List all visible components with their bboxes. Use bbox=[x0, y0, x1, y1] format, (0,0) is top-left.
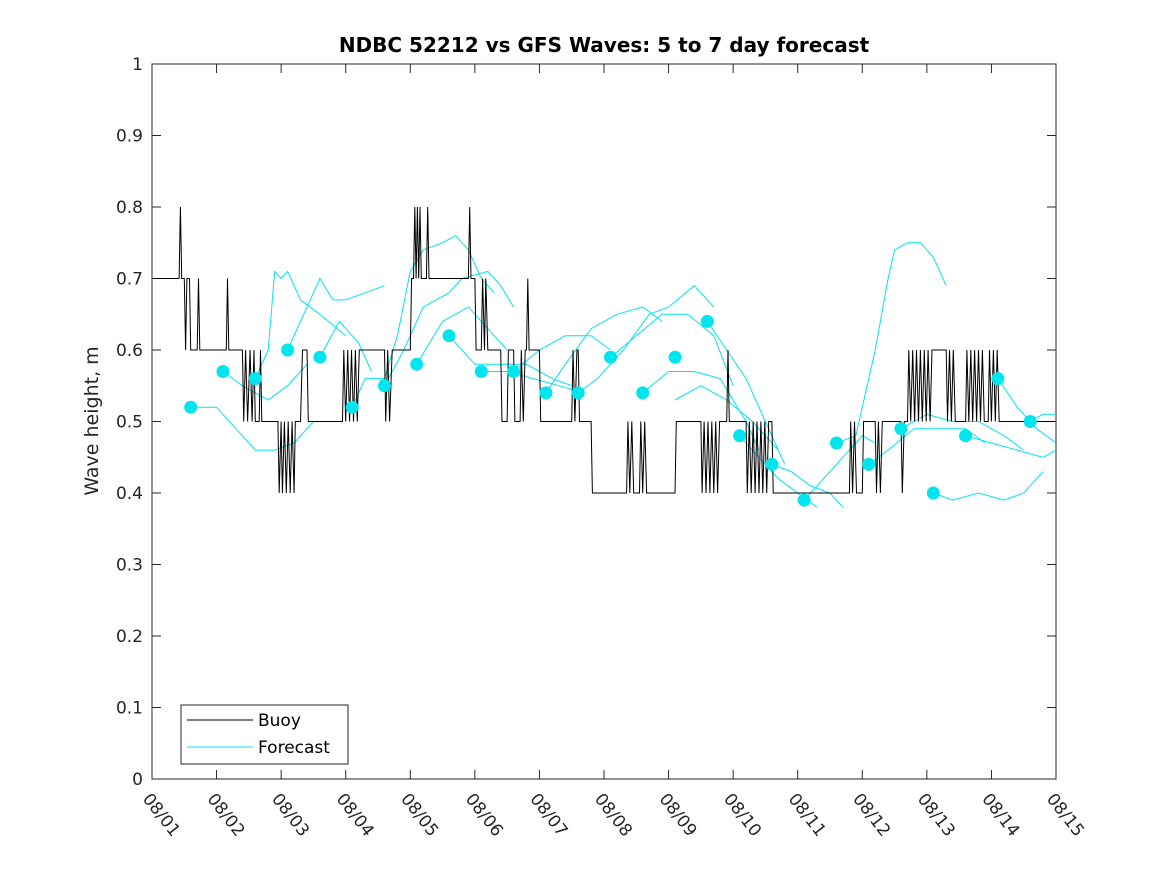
legend-forecast-label: Forecast bbox=[258, 738, 330, 758]
forecast-point bbox=[1023, 415, 1037, 428]
forecast-line bbox=[513, 335, 611, 372]
forecast-line bbox=[416, 306, 508, 365]
chart-title: NDBC 52212 vs GFS Waves: 5 to 7 day fore… bbox=[339, 33, 870, 57]
forecast-point bbox=[862, 457, 876, 471]
y-tick-label: 0.3 bbox=[116, 556, 143, 576]
forecast-point bbox=[959, 429, 973, 443]
forecast-line bbox=[803, 435, 876, 501]
legend-box bbox=[180, 704, 349, 765]
forecast-point bbox=[700, 314, 714, 328]
forecast-point bbox=[507, 365, 521, 378]
y-tick-label: 0.7 bbox=[116, 270, 143, 290]
forecast-line bbox=[254, 270, 347, 379]
y-axis: 0 0.1 0.2 0.3 0.4 0.5 0.6 0.7 0.8 0.9 1 bbox=[116, 55, 1056, 790]
forecast-line bbox=[545, 306, 663, 394]
forecast-line bbox=[771, 463, 844, 508]
forecast-point bbox=[184, 400, 198, 414]
forecast-point bbox=[313, 350, 327, 364]
forecast-point bbox=[281, 343, 295, 357]
forecast-point bbox=[442, 329, 456, 343]
forecast-line bbox=[222, 363, 308, 401]
y-tick-label: 0.8 bbox=[116, 198, 143, 218]
forecast-line bbox=[481, 371, 585, 394]
buoy-line bbox=[152, 206, 1056, 494]
forecast-point bbox=[248, 372, 262, 386]
forecast-point bbox=[765, 457, 779, 471]
y-tick-label: 0.2 bbox=[116, 627, 143, 647]
y-tick-label: 0.5 bbox=[116, 413, 143, 433]
y-tick-label: 0.1 bbox=[116, 699, 143, 719]
forecast-point bbox=[797, 493, 811, 507]
forecast-point bbox=[378, 379, 391, 393]
forecast-line bbox=[190, 406, 314, 451]
forecast-point bbox=[216, 365, 230, 378]
forecast-line bbox=[287, 277, 385, 351]
y-tick-label: 0.9 bbox=[116, 127, 143, 147]
forecast-point bbox=[345, 400, 359, 414]
forecast-line bbox=[384, 270, 515, 386]
forecast-point bbox=[991, 372, 1005, 386]
forecast-point bbox=[926, 486, 940, 500]
forecast-point bbox=[830, 436, 843, 450]
forecast-line bbox=[642, 371, 760, 451]
buoy-series bbox=[152, 206, 1056, 494]
forecast-point bbox=[474, 365, 488, 378]
y-tick-label: 0.6 bbox=[116, 341, 143, 361]
forecast-line bbox=[319, 320, 372, 372]
forecast-line bbox=[965, 435, 1057, 458]
y-axis-label: Wave height, m bbox=[81, 346, 103, 495]
y-tick-label: 0.4 bbox=[116, 484, 143, 504]
legend-buoy-label: Buoy bbox=[258, 711, 301, 731]
legend: Buoy Forecast bbox=[180, 704, 349, 765]
forecast-point bbox=[668, 350, 682, 364]
forecast-line bbox=[351, 234, 495, 408]
forecast-line bbox=[577, 285, 715, 394]
forecast-point bbox=[571, 386, 585, 400]
y-tick-label: 0 bbox=[132, 770, 143, 790]
y-tick-label: 1 bbox=[132, 55, 143, 75]
forecast-line bbox=[610, 313, 734, 386]
forecast-point bbox=[604, 350, 617, 364]
forecast-point bbox=[894, 422, 908, 436]
forecast-point bbox=[733, 429, 747, 443]
plot-area bbox=[151, 63, 1057, 780]
forecast-point bbox=[636, 386, 650, 400]
forecast-line bbox=[933, 471, 1044, 501]
forecast-line bbox=[836, 242, 947, 444]
forecast-point bbox=[410, 357, 424, 371]
forecast-point bbox=[539, 386, 553, 400]
forecast-points bbox=[184, 314, 1037, 507]
